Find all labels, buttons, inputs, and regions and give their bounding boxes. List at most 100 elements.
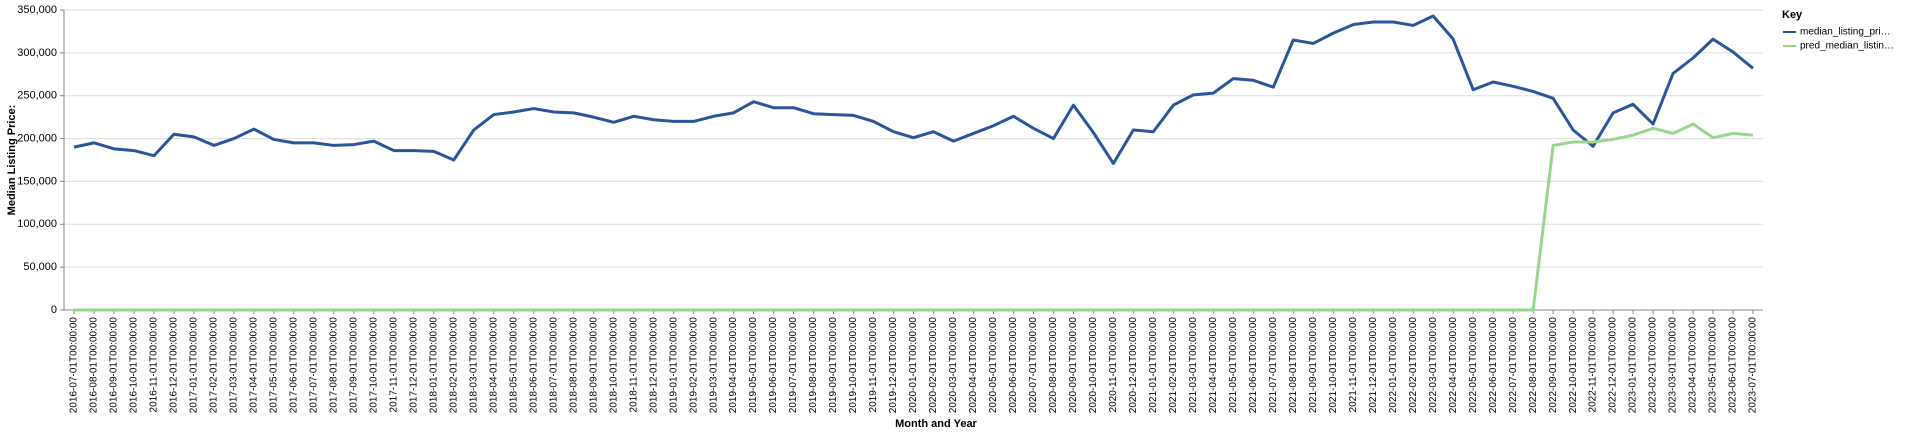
x-tick-label: 2021-12-01T00:00:00 <box>1368 317 1379 414</box>
y-tick-label: 0 <box>51 304 57 316</box>
x-tick-label: 2020-09-01T00:00:00 <box>1068 317 1079 414</box>
series-line <box>73 122 1754 312</box>
legend-title: Key <box>1782 9 1803 21</box>
y-tick-label: 200,000 <box>17 132 57 144</box>
x-tick-label: 2017-12-01T00:00:00 <box>408 317 419 414</box>
x-tick-label: 2017-11-01T00:00:00 <box>388 317 399 413</box>
x-tick-label: 2022-09-01T00:00:00 <box>1548 317 1559 414</box>
x-tick-label: 2022-07-01T00:00:00 <box>1508 317 1519 414</box>
x-tick-label: 2018-12-01T00:00:00 <box>648 317 659 414</box>
x-tick-label: 2019-08-01T00:00:00 <box>808 317 819 414</box>
x-tick-label: 2016-12-01T00:00:00 <box>169 317 180 414</box>
x-tick-label: 2019-10-01T00:00:00 <box>848 317 859 414</box>
x-tick-label: 2021-05-01T00:00:00 <box>1228 317 1239 414</box>
x-tick-label: 2021-09-01T00:00:00 <box>1308 317 1319 414</box>
legend-label: pred_median_listin… <box>1800 41 1894 52</box>
legend-label: median_listing_pri… <box>1800 27 1891 38</box>
x-tick-label: 2022-02-01T00:00:00 <box>1408 317 1419 414</box>
x-tick-label: 2019-01-01T00:00:00 <box>668 317 679 414</box>
x-tick-label: 2018-04-01T00:00:00 <box>488 317 499 414</box>
x-tick-label: 2019-04-01T00:00:00 <box>728 317 739 414</box>
x-tick-label: 2021-03-01T00:00:00 <box>1188 317 1199 414</box>
x-tick-label: 2019-03-01T00:00:00 <box>708 317 719 414</box>
y-tick-label: 50,000 <box>23 261 57 273</box>
x-tick-label: 2022-11-01T00:00:00 <box>1588 317 1599 413</box>
x-tick-label: 2021-04-01T00:00:00 <box>1208 317 1219 414</box>
x-tick-label: 2019-12-01T00:00:00 <box>888 317 899 414</box>
x-tick-label: 2017-02-01T00:00:00 <box>209 317 220 414</box>
x-tick-label: 2020-04-01T00:00:00 <box>968 317 979 414</box>
y-tick-label: 250,000 <box>17 90 57 102</box>
x-tick-label: 2022-05-01T00:00:00 <box>1468 317 1479 414</box>
y-tick-label: 350,000 <box>17 4 57 16</box>
x-tick-label: 2020-12-01T00:00:00 <box>1128 317 1139 414</box>
x-tick-label: 2017-06-01T00:00:00 <box>289 317 300 414</box>
x-tick-label: 2021-02-01T00:00:00 <box>1168 317 1179 414</box>
x-tick-label: 2019-09-01T00:00:00 <box>828 317 839 414</box>
x-tick-label: 2016-10-01T00:00:00 <box>129 317 140 414</box>
x-tick-label: 2018-06-01T00:00:00 <box>528 317 539 414</box>
x-tick-label: 2023-06-01T00:00:00 <box>1728 317 1739 414</box>
x-tick-label: 2018-09-01T00:00:00 <box>588 317 599 414</box>
x-tick-label: 2020-11-01T00:00:00 <box>1108 317 1119 413</box>
x-tick-label: 2016-11-01T00:00:00 <box>149 317 160 413</box>
x-tick-label: 2017-01-01T00:00:00 <box>189 317 200 414</box>
x-tick-label: 2020-01-01T00:00:00 <box>908 317 919 414</box>
x-tick-label: 2018-01-01T00:00:00 <box>428 317 439 414</box>
x-tick-label: 2019-02-01T00:00:00 <box>688 317 699 414</box>
x-tick-label: 2017-09-01T00:00:00 <box>348 317 359 414</box>
x-tick-label: 2022-04-01T00:00:00 <box>1448 317 1459 414</box>
x-tick-label: 2019-07-01T00:00:00 <box>788 317 799 414</box>
x-tick-label: 2016-09-01T00:00:00 <box>109 317 120 414</box>
x-tick-label: 2023-02-01T00:00:00 <box>1648 317 1659 414</box>
y-tick-label: 100,000 <box>17 218 57 230</box>
y-tick-label: 300,000 <box>17 47 57 59</box>
x-tick-label: 2020-06-01T00:00:00 <box>1008 317 1019 414</box>
x-tick-label: 2021-08-01T00:00:00 <box>1288 317 1299 414</box>
x-tick-label: 2020-10-01T00:00:00 <box>1088 317 1099 414</box>
x-tick-label: 2017-03-01T00:00:00 <box>229 317 240 414</box>
x-tick-label: 2019-05-01T00:00:00 <box>748 317 759 414</box>
x-tick-label: 2023-03-01T00:00:00 <box>1668 317 1679 414</box>
x-tick-label: 2018-11-01T00:00:00 <box>628 317 639 413</box>
x-tick-label: 2022-06-01T00:00:00 <box>1488 317 1499 414</box>
x-tick-label: 2019-11-01T00:00:00 <box>868 317 879 413</box>
x-tick-label: 2022-03-01T00:00:00 <box>1428 317 1439 414</box>
x-tick-label: 2018-07-01T00:00:00 <box>548 317 559 414</box>
x-tick-label: 2018-03-01T00:00:00 <box>468 317 479 414</box>
x-tick-label: 2017-07-01T00:00:00 <box>308 317 319 414</box>
x-tick-label: 2020-05-01T00:00:00 <box>988 317 999 414</box>
y-tick-label: 150,000 <box>17 175 57 187</box>
x-tick-label: 2020-07-01T00:00:00 <box>1028 317 1039 414</box>
x-tick-label: 2022-12-01T00:00:00 <box>1608 317 1619 414</box>
x-tick-label: 2021-01-01T00:00:00 <box>1148 317 1159 414</box>
x-tick-label: 2018-08-01T00:00:00 <box>568 317 579 414</box>
x-tick-label: 2018-10-01T00:00:00 <box>608 317 619 414</box>
x-tick-label: 2023-07-01T00:00:00 <box>1748 317 1759 414</box>
x-tick-label: 2019-06-01T00:00:00 <box>768 317 779 414</box>
x-tick-label: 2021-06-01T00:00:00 <box>1248 317 1259 414</box>
x-tick-label: 2021-07-01T00:00:00 <box>1268 317 1279 414</box>
series-line <box>73 14 1754 165</box>
x-tick-label: 2023-01-01T00:00:00 <box>1628 317 1639 414</box>
x-axis-title: Month and Year <box>895 418 977 430</box>
x-tick-label: 2017-05-01T00:00:00 <box>269 317 280 414</box>
x-tick-label: 2018-02-01T00:00:00 <box>448 317 459 414</box>
x-tick-label: 2018-05-01T00:00:00 <box>508 317 519 414</box>
x-tick-label: 2022-08-01T00:00:00 <box>1528 317 1539 414</box>
x-tick-label: 2020-02-01T00:00:00 <box>928 317 939 414</box>
x-tick-label: 2023-05-01T00:00:00 <box>1708 317 1719 414</box>
y-axis-title: Median Listing Price: <box>6 105 18 216</box>
x-tick-label: 2020-03-01T00:00:00 <box>948 317 959 414</box>
x-tick-label: 2016-08-01T00:00:00 <box>89 317 100 414</box>
x-tick-label: 2022-10-01T00:00:00 <box>1568 317 1579 414</box>
x-tick-label: 2017-04-01T00:00:00 <box>249 317 260 414</box>
x-tick-label: 2017-10-01T00:00:00 <box>368 317 379 414</box>
x-tick-label: 2017-08-01T00:00:00 <box>328 317 339 414</box>
x-tick-label: 2021-10-01T00:00:00 <box>1328 317 1339 414</box>
x-tick-label: 2020-08-01T00:00:00 <box>1048 317 1059 414</box>
x-tick-label: 2021-11-01T00:00:00 <box>1348 317 1359 413</box>
x-tick-label: 2022-01-01T00:00:00 <box>1388 317 1399 414</box>
x-tick-label: 2023-04-01T00:00:00 <box>1688 317 1699 414</box>
